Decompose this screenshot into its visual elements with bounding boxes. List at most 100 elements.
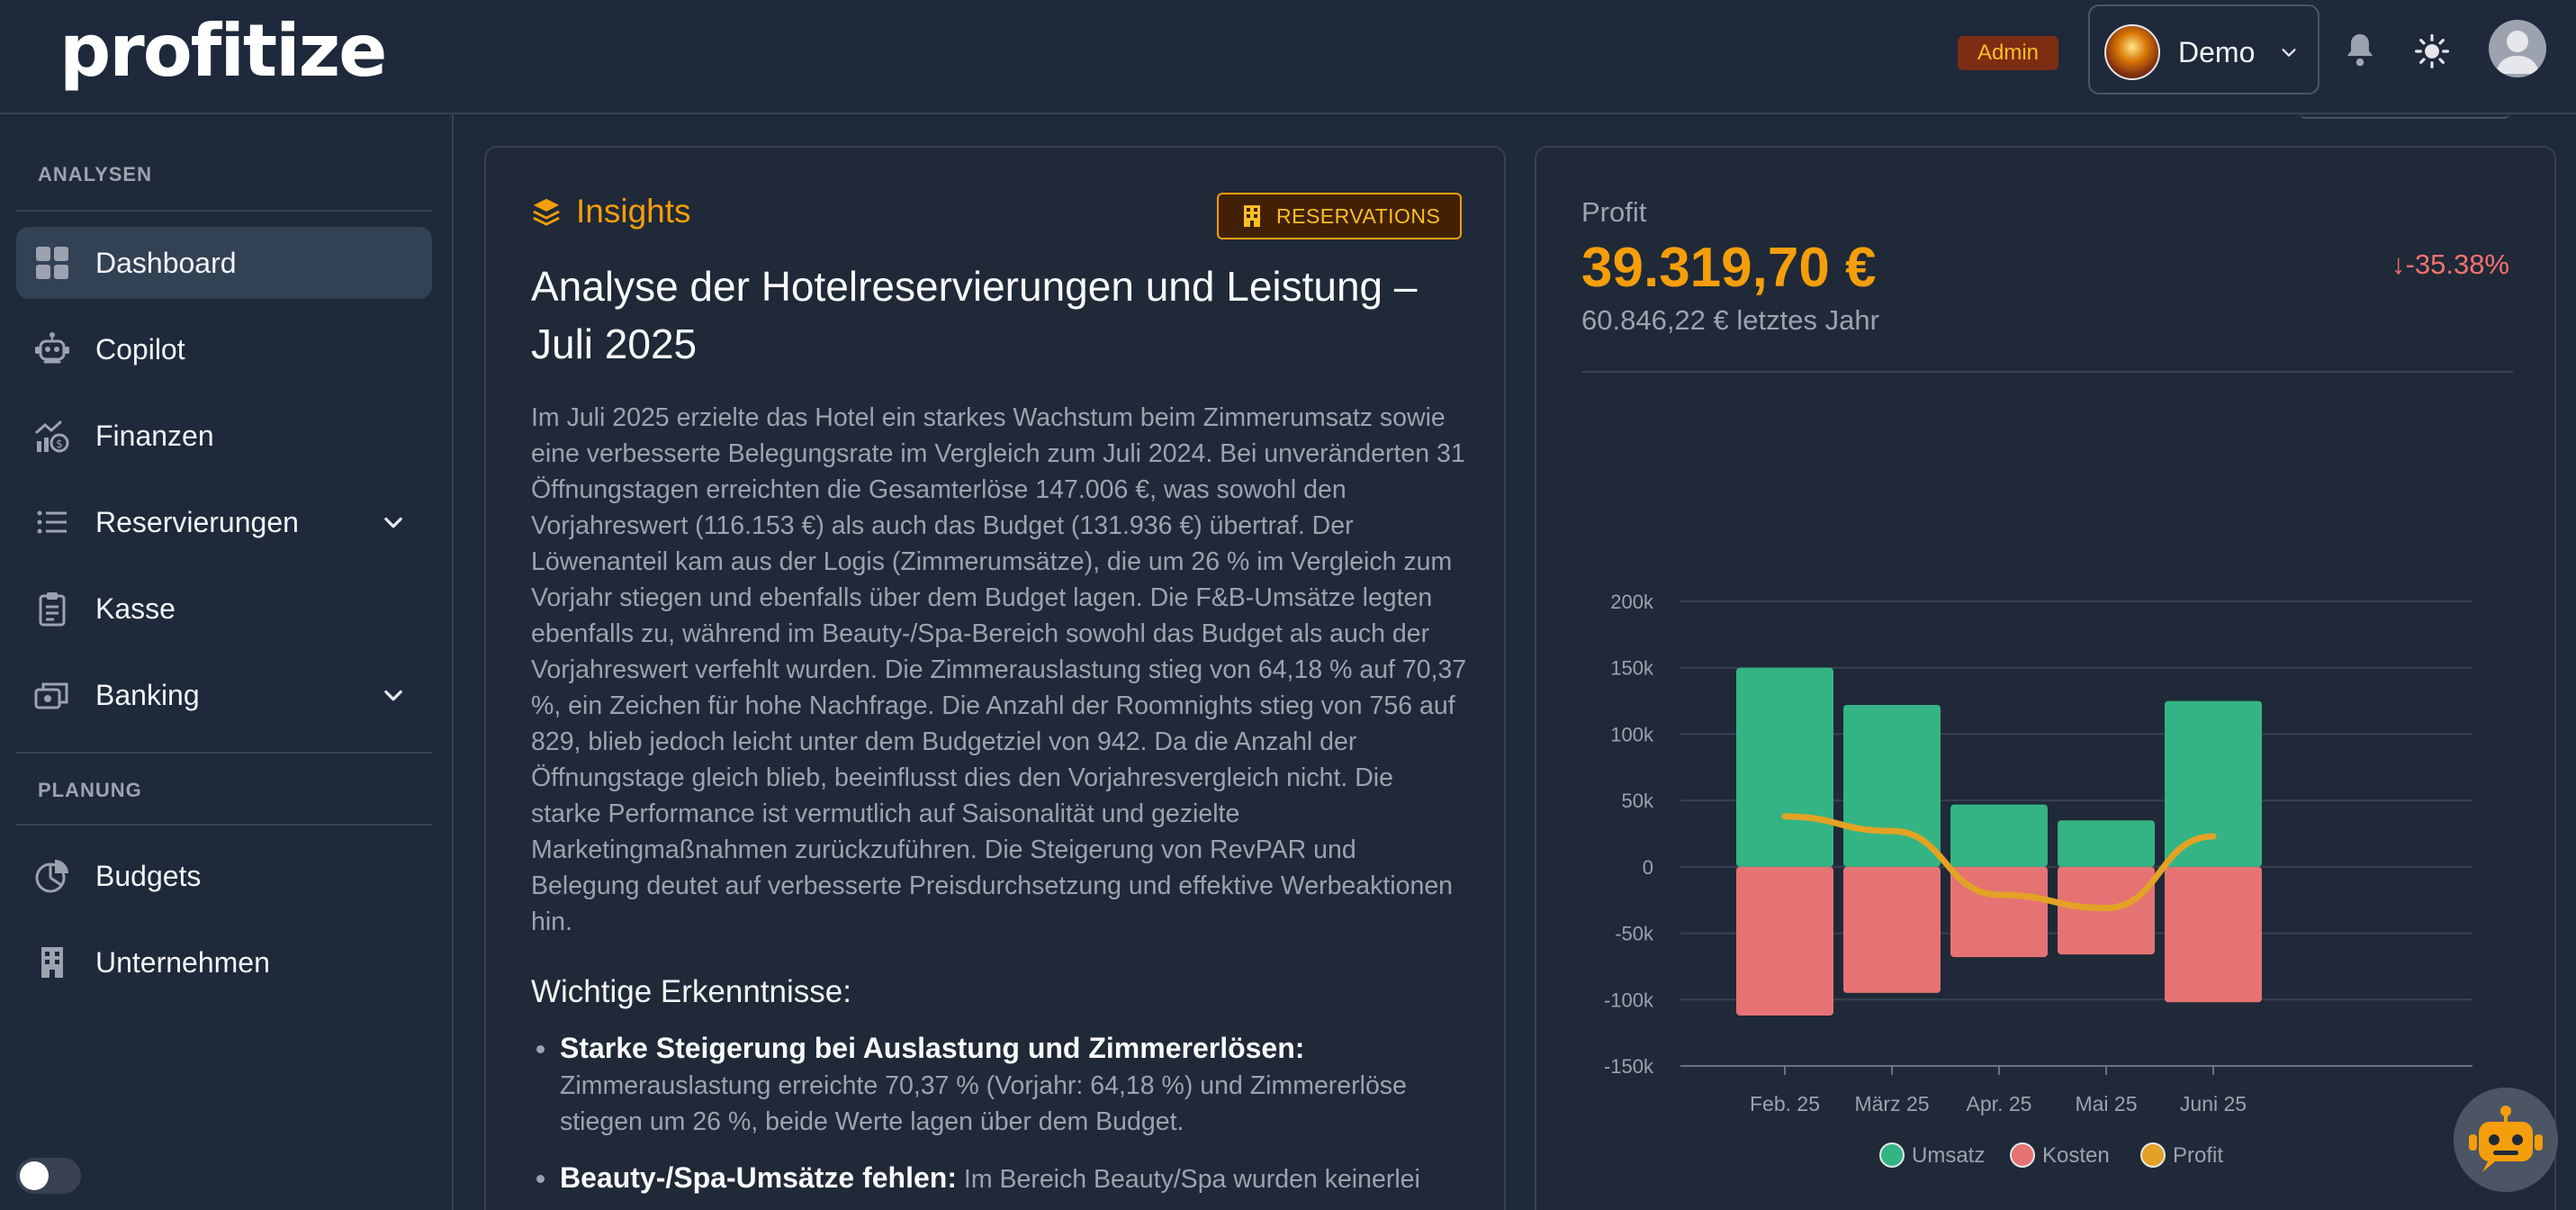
finding-title: Beauty-/Spa-Umsätze fehlen:: [560, 1161, 957, 1194]
profile-avatar[interactable]: [2489, 20, 2546, 77]
divider: [1581, 371, 2513, 373]
sidebar-item-unternehmen[interactable]: Unternehmen: [16, 926, 432, 998]
sidebar-item-label: Banking: [95, 678, 200, 711]
chevron-down-icon: [2282, 49, 2296, 57]
sidebar-toggle[interactable]: [16, 1158, 81, 1194]
y-tick-label: -50k: [1615, 923, 1654, 945]
banking-icon: [34, 682, 68, 709]
clipboard-icon: [39, 592, 66, 627]
legend-label: Umsatz: [1912, 1143, 1985, 1168]
reservations-badge-label: RESERVATIONS: [1276, 203, 1441, 228]
bullet: [536, 1045, 545, 1053]
sidebar-item-label: Kasse: [95, 591, 176, 625]
chevron-down-icon[interactable]: [381, 682, 406, 708]
bar-umsatz: [2058, 820, 2155, 867]
sidebar-item-finanzen[interactable]: $ Finanzen: [16, 400, 432, 472]
divider: [16, 210, 432, 212]
sidebar-item-dashboard[interactable]: Dashboard: [16, 227, 432, 299]
x-tick-label: März 25: [1854, 1092, 1929, 1115]
insights-header: Insights: [531, 193, 691, 230]
bar-umsatz: [1843, 704, 1941, 867]
sidebar-item-kasse[interactable]: Kasse: [16, 573, 432, 645]
sidebar-item-reservierungen[interactable]: Reservierungen: [16, 486, 432, 558]
bar-umsatz: [1736, 667, 1833, 867]
profit-change-badge: ↓-35.38%: [2391, 248, 2509, 280]
toggle-knob: [20, 1161, 49, 1190]
profit-label: Profit: [1581, 196, 1647, 228]
legend-swatch: [2140, 1142, 2166, 1168]
insights-card: Insights RESERVATIONS Analyse der Hotelr…: [484, 146, 1506, 1210]
bar-kosten: [2165, 866, 2262, 1003]
y-tick-label: 150k: [1610, 657, 1654, 680]
logo-text: profitize: [59, 9, 387, 93]
tenant-name: Demo: [2178, 36, 2256, 68]
profit-last-year: 60.846,22 € letztes Jahr: [1581, 304, 1879, 336]
robot-icon: [2469, 1106, 2543, 1172]
pie-chart-icon: [35, 860, 68, 893]
theme-toggle-icon[interactable]: [2415, 34, 2449, 68]
sidebar-item-banking[interactable]: Banking: [16, 659, 432, 731]
logo[interactable]: profitize: [59, 9, 387, 93]
section-label-analysen: ANALYSEN: [38, 163, 152, 185]
bell-icon[interactable]: [2345, 32, 2375, 68]
layers-icon: [533, 198, 560, 226]
y-tick-label: -150k: [1604, 1055, 1654, 1078]
y-tick-label: 0: [1643, 856, 1653, 879]
sidebar-item-label: Reservierungen: [95, 505, 299, 538]
svg-text:$: $: [56, 438, 63, 450]
legend-swatch: [1879, 1142, 1905, 1168]
findings-list: Starke Steigerung bei Auslastung und Zim…: [531, 1030, 1467, 1210]
copilot-chat-button[interactable]: [2454, 1088, 2558, 1192]
tenant-avatar: [2104, 24, 2160, 80]
x-tick-label: Apr. 25: [1967, 1092, 2032, 1115]
sidebar-item-label: Finanzen: [95, 419, 214, 452]
bar-kosten: [1843, 866, 1941, 993]
admin-badge: Admin: [1958, 36, 2058, 70]
y-tick-label: 100k: [1610, 723, 1654, 745]
finding-text: Im Bereich Beauty/Spa wurden keinerlei: [963, 1165, 1420, 1194]
finance-icon: $: [35, 420, 69, 453]
bar-umsatz: [2165, 700, 2262, 867]
profit-line: [1781, 813, 2217, 912]
x-tick-label: Feb. 25: [1750, 1092, 1820, 1115]
user-icon: [2496, 31, 2539, 74]
sidebar-item-label: Copilot: [95, 332, 185, 366]
profit-value: 39.319,70 €: [1581, 237, 1877, 299]
x-tick-label: Mai 25: [2075, 1092, 2137, 1115]
dashboard-icon: [36, 247, 68, 279]
insights-subheading: Wichtige Erkenntnisse:: [531, 974, 851, 1009]
chevron-down-icon[interactable]: [381, 510, 406, 535]
y-tick-label: 50k: [1622, 790, 1654, 812]
finding-text: Zimmerauslastung erreichte 70,37 % (Vorj…: [560, 1071, 1407, 1136]
list-icon: [37, 510, 67, 534]
divider: [16, 824, 432, 826]
y-tick-label: 200k: [1610, 591, 1654, 613]
building-icon: [1244, 205, 1260, 227]
legend-label: Kosten: [2042, 1143, 2110, 1168]
legend-swatch: [2010, 1142, 2035, 1168]
sidebar: ANALYSEN Dashboard Copilot $ Finanzen: [0, 114, 454, 1210]
list-item: Beauty-/Spa-Umsätze fehlen: Im Bereich B…: [531, 1160, 1467, 1197]
sidebar-item-label: Dashboard: [95, 246, 237, 279]
robot-icon: [35, 332, 69, 364]
insights-title: Analyse der Hotelreservierungen und Leis…: [531, 263, 1418, 367]
building-icon: [41, 947, 63, 978]
profit-chart: 200k 150k 100k 50k 0 -50k -100k -150k Feb. 25 Mär…: [1604, 591, 2472, 1168]
bar-kosten: [1736, 866, 1833, 1016]
insights-label: Insights: [576, 193, 691, 230]
sidebar-item-copilot[interactable]: Copilot: [16, 313, 432, 385]
reservations-badge: RESERVATIONS: [1217, 193, 1462, 239]
profit-card: Profit 39.319,70 € 60.846,22 € letztes J…: [1535, 146, 2556, 1210]
tab-stub: [2300, 113, 2509, 119]
top-header: profitize Admin Demo: [0, 0, 2576, 114]
sidebar-item-label: Unternehmen: [95, 945, 270, 979]
list-item: Starke Steigerung bei Auslastung und Zim…: [531, 1030, 1467, 1140]
tenant-selector[interactable]: Demo: [2088, 5, 2319, 95]
sidebar-item-label: Budgets: [95, 859, 202, 892]
legend-label: Profit: [2173, 1143, 2223, 1168]
x-tick-label: Juni 25: [2180, 1092, 2247, 1115]
sidebar-item-budgets[interactable]: Budgets: [16, 840, 432, 912]
y-tick-label: -100k: [1604, 989, 1654, 1011]
insights-body: Im Juli 2025 erzielte das Hotel ein star…: [531, 403, 1467, 936]
bullet: [536, 1175, 545, 1183]
